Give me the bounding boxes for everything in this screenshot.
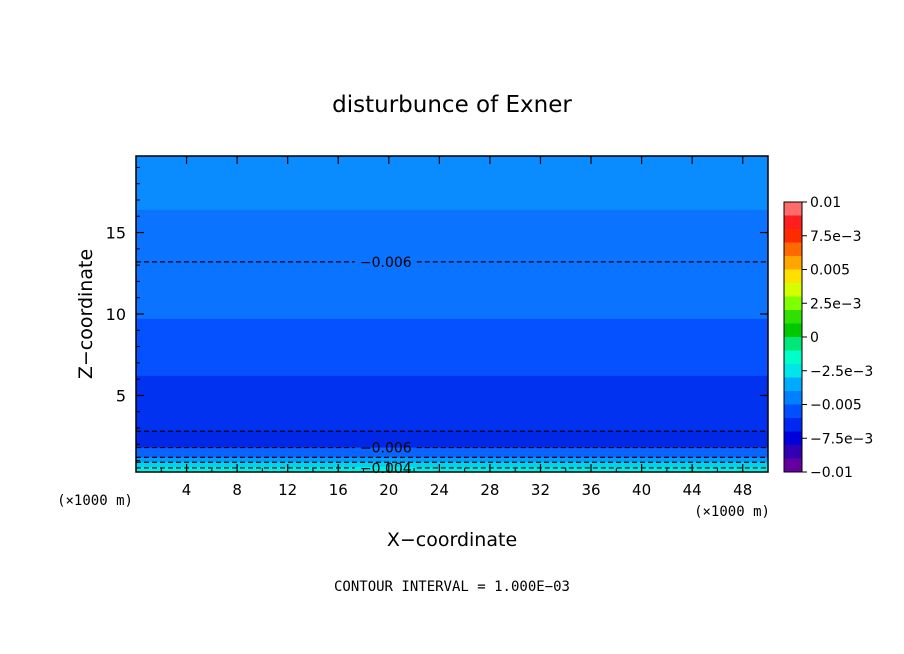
- colorbar: 0.01 7.5e−3 0.005 2.5e−3 0 −2.5e−3 −0.005 −7.5e…: [783, 195, 873, 481]
- contour-interval-note: CONTOUR INTERVAL = 1.000E−03: [334, 579, 570, 595]
- x-axis-unit: (×1000 m): [694, 504, 770, 520]
- plot-area: [136, 156, 768, 473]
- colorbar-label: −2.5e−3: [810, 364, 873, 380]
- y-tick-label: 10: [106, 305, 126, 324]
- contour-band: [136, 318, 768, 377]
- colorbar-swatch: [784, 445, 802, 459]
- colorbar-swatch: [784, 364, 802, 378]
- x-tick-label: 20: [379, 481, 398, 499]
- contour-band: [136, 457, 768, 463]
- colorbar-swatch: [784, 404, 802, 419]
- colorbar-label: 0.01: [810, 195, 841, 211]
- contour-band: [136, 467, 768, 473]
- x-tick-label: 4: [182, 481, 192, 499]
- contour-label: −0.006: [360, 255, 412, 271]
- contour-label: −0.006: [360, 441, 412, 457]
- contour-label: −0.004: [360, 461, 412, 477]
- x-tick-label: 44: [683, 481, 702, 499]
- contour-band: [136, 209, 768, 320]
- colorbar-swatch: [784, 215, 802, 230]
- x-tick-label: 36: [581, 481, 600, 499]
- colorbar-swatch: [784, 431, 802, 446]
- y-tick-label: 5: [116, 386, 126, 405]
- colorbar-swatch: [784, 296, 802, 311]
- x-tick-label: 12: [278, 481, 297, 499]
- x-tick-label: 32: [531, 481, 550, 499]
- contour-lines: −0.006 −0.006 −0.004: [136, 255, 768, 477]
- colorbar-label: 0.005: [810, 263, 850, 279]
- x-tick-label: 48: [733, 481, 752, 499]
- chart-title: disturbunce of Exner: [332, 92, 572, 118]
- colorbar-label: 2.5e−3: [810, 296, 862, 312]
- y-tick-label: 15: [106, 224, 126, 243]
- colorbar-swatch: [784, 242, 802, 257]
- colorbar-swatch: [784, 269, 802, 284]
- colorbar-swatch: [784, 391, 802, 405]
- x-tick-label: 8: [232, 481, 242, 499]
- x-axis-label: X−coordinate: [387, 529, 517, 551]
- contour-band: [136, 462, 768, 468]
- colorbar-swatch: [784, 283, 802, 297]
- colorbar-swatch: [784, 418, 802, 432]
- colorbar-swatch: [784, 229, 802, 243]
- colorbar-label: 0: [810, 330, 819, 346]
- colorbar-label: 7.5e−3: [810, 229, 862, 245]
- colorbar-swatch: [784, 337, 802, 351]
- colorbar-swatch: [784, 350, 802, 365]
- colorbar-swatch: [784, 323, 802, 338]
- colorbar-label: −0.01: [810, 465, 853, 481]
- x-tick-label: 24: [430, 481, 449, 499]
- contour-band: [136, 156, 768, 211]
- colorbar-label: −7.5e−3: [810, 431, 873, 447]
- colorbar-swatch: [784, 458, 802, 473]
- contour-band: [136, 375, 768, 432]
- x-tick-label: 16: [329, 481, 348, 499]
- contour-band: [136, 447, 768, 458]
- contour-band: [136, 431, 768, 449]
- y-axis-label: Z−coordinate: [75, 249, 97, 379]
- colorbar-swatch: [784, 377, 802, 392]
- x-tick-label: 40: [632, 481, 651, 499]
- colorbar-swatch: [784, 202, 802, 216]
- x-tick-label: 28: [480, 481, 499, 499]
- colorbar-swatch: [784, 256, 802, 270]
- y-axis-unit: (×1000 m): [57, 493, 133, 509]
- colorbar-swatch: [784, 310, 802, 324]
- colorbar-label: −0.005: [810, 398, 862, 414]
